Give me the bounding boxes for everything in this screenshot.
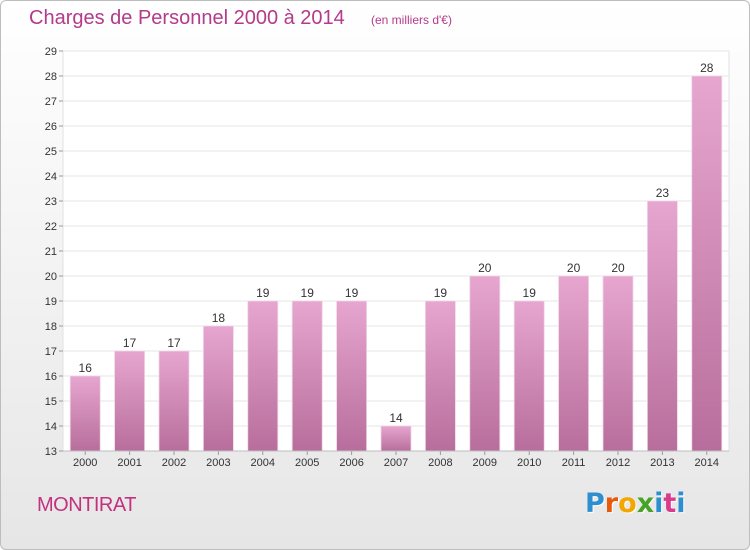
bar-2014 <box>691 75 723 452</box>
y-tick-label: 20 <box>45 271 57 283</box>
y-tick-label: 15 <box>45 396 57 408</box>
data-label: 16 <box>79 361 93 375</box>
y-axis: 13 14 15 16 17 18 19 20 21 22 23 24 25 26 27 28 29 <box>45 46 63 458</box>
bar-2006 <box>336 300 368 452</box>
bar-2010 <box>513 300 545 452</box>
bars: 16 17 17 18 19 19 19 14 19 20 19 20 20 23 28 <box>69 61 723 452</box>
x-tick-label: 2006 <box>339 457 363 469</box>
bar-2005 <box>291 300 323 452</box>
bar-2002 <box>158 350 190 452</box>
y-tick-label: 17 <box>45 346 57 358</box>
data-label: 20 <box>478 261 492 275</box>
data-label: 19 <box>434 286 448 300</box>
y-tick-label: 14 <box>45 421 57 433</box>
x-tick-label: 2005 <box>295 457 319 469</box>
x-tick-label: 2008 <box>428 457 452 469</box>
logo-letter: i <box>676 488 686 519</box>
bar-2009 <box>469 275 501 452</box>
data-label: 20 <box>611 261 625 275</box>
data-label: 14 <box>389 411 403 425</box>
x-tick-label: 2009 <box>473 457 497 469</box>
bar-2001 <box>114 350 145 452</box>
x-tick-label: 2007 <box>384 457 408 469</box>
logo-letter: P <box>585 488 605 519</box>
y-tick-label: 22 <box>45 221 57 233</box>
x-tick-label: 2011 <box>562 457 586 469</box>
data-label: 19 <box>345 286 359 300</box>
x-tick-label: 2004 <box>251 457 275 469</box>
y-tick-label: 24 <box>45 171 57 183</box>
data-label: 17 <box>167 336 181 350</box>
y-tick-label: 18 <box>45 321 57 333</box>
y-tick-label: 23 <box>45 196 57 208</box>
bar-2012 <box>602 275 634 452</box>
y-tick-label: 26 <box>45 121 57 133</box>
y-tick-label: 29 <box>45 46 57 58</box>
y-tick-label: 16 <box>45 371 57 383</box>
data-label: 19 <box>523 286 537 300</box>
x-tick-label: 2013 <box>650 457 674 469</box>
x-tick-label: 2012 <box>606 457 630 469</box>
commune-name: MONTIRAT <box>37 494 136 516</box>
logo-letter: r <box>604 488 619 519</box>
chart-subtitle: (en milliers d'€) <box>371 13 452 27</box>
x-axis: 2000 2001 2002 2003 2004 2005 2006 2007 2008 2009… <box>73 451 719 469</box>
data-label: 19 <box>256 286 270 300</box>
data-label: 17 <box>123 336 137 350</box>
bar-2013 <box>647 200 678 452</box>
x-tick-label: 2001 <box>117 457 141 469</box>
y-tick-label: 21 <box>45 246 57 258</box>
x-tick-label: 2002 <box>162 457 186 469</box>
y-tick-label: 19 <box>45 296 57 308</box>
logo-letter: o <box>618 488 637 519</box>
bar-2011 <box>558 275 589 452</box>
x-tick-label: 2010 <box>517 457 541 469</box>
y-tick-label: 13 <box>45 446 57 458</box>
y-tick-label: 25 <box>45 146 57 158</box>
bar-2007 <box>380 425 412 452</box>
logo-letter: t <box>663 488 677 519</box>
bar-2000 <box>69 375 101 452</box>
bar-2008 <box>424 300 456 452</box>
logo-letter: i <box>654 488 664 519</box>
chart-title: Charges de Personnel 2000 à 2014 <box>29 7 345 29</box>
data-label: 19 <box>301 286 315 300</box>
data-label: 23 <box>656 186 670 200</box>
logo-letter: x <box>636 488 655 519</box>
data-label: 18 <box>212 311 226 325</box>
bar-2004 <box>247 300 279 452</box>
x-tick-label: 2014 <box>695 457 719 469</box>
bar-2003 <box>202 325 234 452</box>
y-tick-label: 27 <box>45 96 57 108</box>
y-tick-label: 28 <box>45 71 57 83</box>
x-tick-label: 2003 <box>206 457 230 469</box>
data-label: 20 <box>567 261 581 275</box>
proxiti-logo: Proxiti <box>585 488 686 519</box>
x-tick-label: 2000 <box>73 457 97 469</box>
data-label: 28 <box>700 61 714 75</box>
